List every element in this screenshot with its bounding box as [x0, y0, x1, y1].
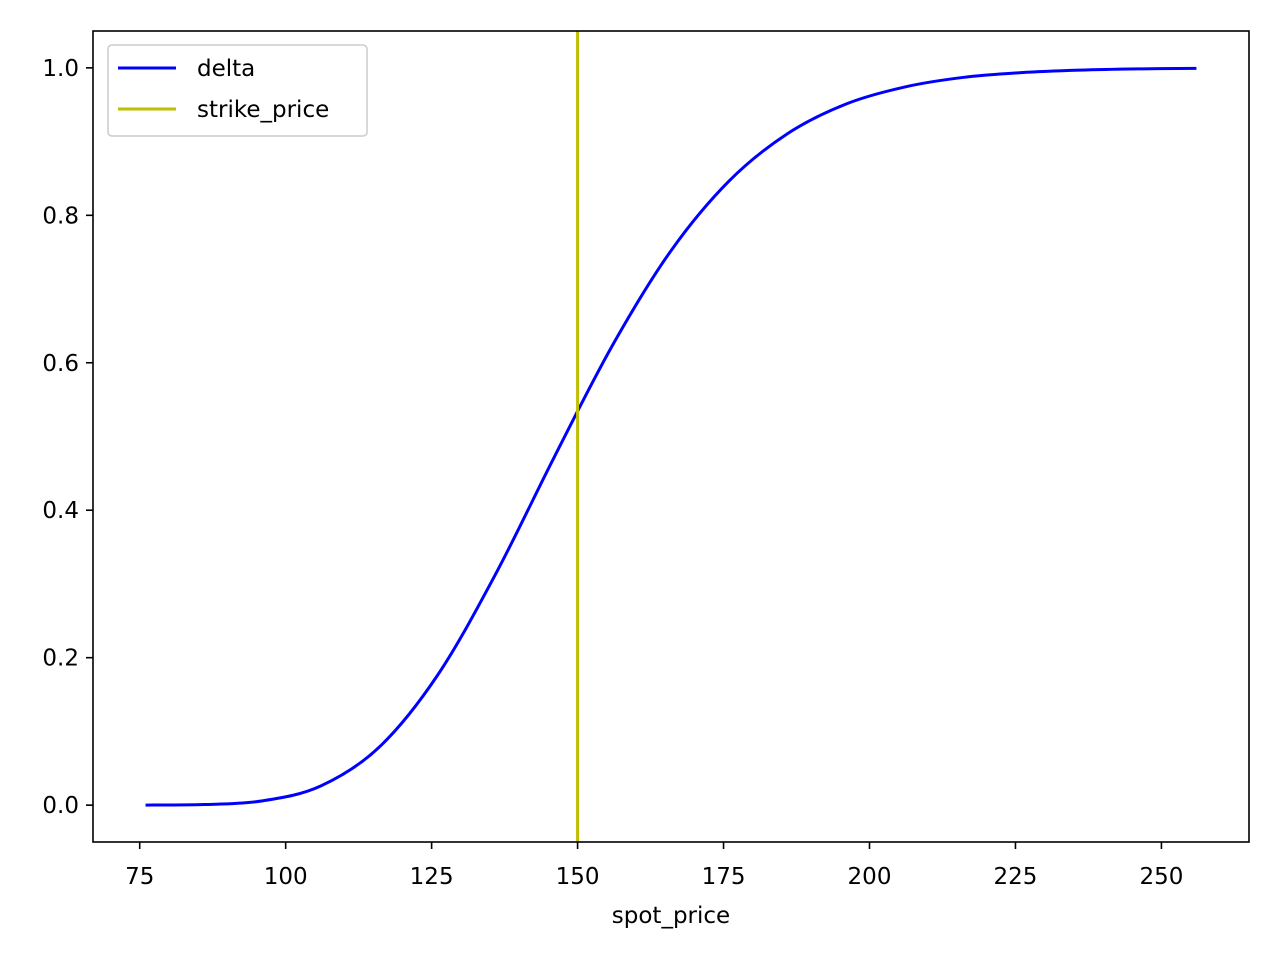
x-tick-label: 225 — [994, 864, 1038, 890]
y-tick-label: 0.4 — [42, 498, 79, 524]
y-tick-label: 0.6 — [42, 351, 79, 377]
x-tick-label: 175 — [702, 864, 746, 890]
y-tick-label: 0.2 — [42, 646, 79, 672]
legend-label-strike-price: strike_price — [197, 97, 329, 123]
y-tick-label: 1.0 — [42, 56, 79, 82]
series-line-delta — [145, 66, 1197, 807]
y-tick-label: 0.8 — [42, 203, 79, 229]
x-axis-label: spot_price — [612, 903, 730, 929]
x-tick-label: 100 — [264, 864, 308, 890]
x-tick-label: 250 — [1139, 864, 1183, 890]
legend-label-delta: delta — [197, 56, 255, 82]
legend: delta strike_price — [107, 44, 368, 137]
x-tick-label: 125 — [410, 864, 454, 890]
x-tick-label: 200 — [848, 864, 892, 890]
axes-frame — [92, 30, 1250, 843]
y-tick-label: 0.0 — [42, 793, 79, 819]
x-tick-label: 75 — [125, 864, 154, 890]
x-tick-label: 150 — [556, 864, 600, 890]
